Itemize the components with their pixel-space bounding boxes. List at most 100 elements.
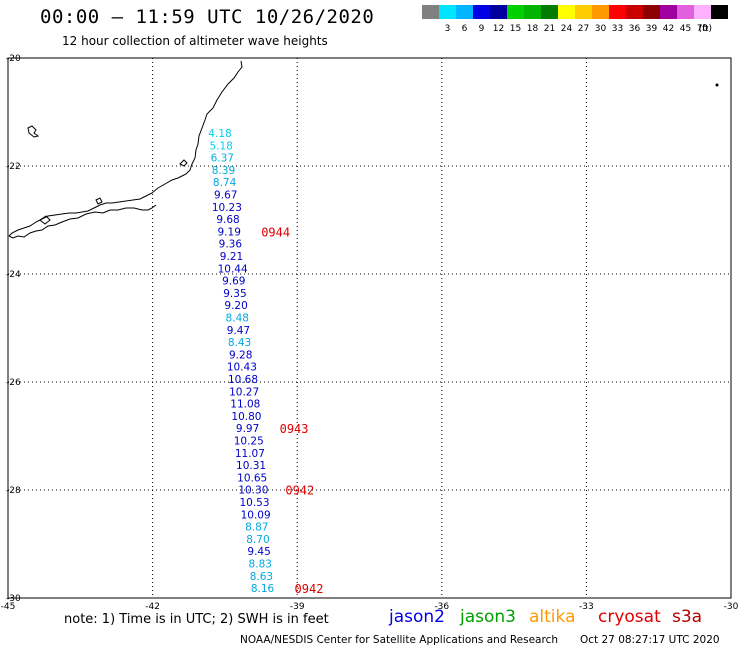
- color-scale-legend: 3 6 9 12 15 18 21 24 27 30 33 36 39 42 45 70(ft): [422, 5, 728, 34]
- wave-height-reading: 9.19: [218, 226, 241, 238]
- legend-swatch: [609, 5, 626, 19]
- legend-swatch: [422, 5, 439, 19]
- lon-tick-label: -33: [579, 602, 594, 610]
- wave-height-reading: 4.18: [208, 128, 231, 140]
- wave-height-reading: 10.53: [239, 497, 269, 509]
- legend-sat-jason2: jason2: [389, 607, 445, 627]
- lon-tick-label: -42: [145, 602, 160, 610]
- wave-height-reading: 8.74: [213, 177, 237, 189]
- track-time-labels: 0944 0943 0942 0942: [261, 225, 323, 596]
- legend-label: 21: [544, 24, 555, 34]
- wave-height-map: -20-22-24-26-28-30-45 -42 -39 -36 -33 -30 4.1…: [1, 54, 739, 610]
- legend-label: 42: [663, 24, 674, 34]
- legend-label: 3: [445, 24, 451, 34]
- lon-tick-label: -30: [724, 602, 739, 610]
- legend-sat-altika: altika: [529, 607, 576, 627]
- legend-swatch: [711, 5, 728, 19]
- wave-height-reading: 10.44: [218, 263, 248, 275]
- wave-height-reading: 9.68: [216, 214, 239, 226]
- legend-swatch: [592, 5, 609, 19]
- wave-height-reading: 9.20: [224, 300, 247, 312]
- wave-height-reading: 10.27: [229, 386, 259, 398]
- wave-height-reading: 8.39: [212, 165, 235, 177]
- legend-swatch: [626, 5, 643, 19]
- coastline-path: [8, 60, 243, 237]
- wave-height-reading: 9.69: [222, 276, 245, 288]
- pass-time-label: 0943: [280, 422, 309, 436]
- legend-label: 39: [646, 24, 658, 34]
- wave-height-reading: 9.35: [223, 288, 246, 300]
- wave-height-reading: 8.43: [228, 337, 251, 349]
- legend-label: 30: [595, 24, 607, 34]
- legend-sat-cryosat: cryosat: [598, 607, 661, 627]
- island: [39, 215, 51, 225]
- legend-swatch: [473, 5, 490, 19]
- coastline: [8, 60, 719, 239]
- lat-tick-label: -20: [6, 54, 21, 64]
- wave-height-reading: 9.97: [236, 423, 259, 435]
- legend-sat-jason3: jason3: [460, 607, 516, 627]
- legend-sat-s3a: s3a: [672, 607, 703, 627]
- wave-height-reading: 10.31: [236, 460, 266, 472]
- island: [179, 159, 188, 167]
- legend-swatch: [541, 5, 558, 19]
- legend-label: 24: [561, 24, 573, 34]
- wave-height-reading: 8.63: [250, 571, 273, 583]
- legend-label: 12: [493, 24, 504, 34]
- legend-swatch: [677, 5, 694, 19]
- footer-note: note: 1) Time is in UTC; 2) SWH is in fe…: [64, 612, 329, 627]
- small-island: [715, 83, 719, 87]
- wave-height-reading: 8.70: [246, 534, 269, 546]
- wave-height-reading: 11.07: [235, 448, 265, 460]
- wave-height-reading: 8.48: [226, 313, 249, 325]
- legend-swatch: [575, 5, 592, 19]
- legend-label: 45: [680, 24, 691, 34]
- wave-height-reading: 9.21: [220, 251, 243, 263]
- map-frame: [7, 57, 732, 599]
- legend-label: 6: [462, 24, 468, 34]
- chart-subtitle: 12 hour collection of altimeter wave hei…: [62, 34, 328, 48]
- legend-swatch: [439, 5, 456, 19]
- lat-tick-label: -26: [6, 378, 21, 388]
- coastline-inlet: [8, 204, 157, 239]
- wave-height-reading: 8.16: [251, 583, 275, 595]
- lat-tick-label: -22: [6, 162, 21, 172]
- wave-height-reading: 8.87: [245, 522, 268, 534]
- legend-swatch: [643, 5, 660, 19]
- lon-tick-label: -39: [290, 602, 305, 610]
- wave-height-reading: 9.47: [227, 325, 250, 337]
- legend-label: 18: [527, 24, 539, 34]
- legend-swatch: [490, 5, 507, 19]
- legend-swatch: [660, 5, 677, 19]
- wave-height-reading: 5.18: [209, 140, 232, 152]
- lat-tick-label: -28: [6, 486, 21, 496]
- wave-height-reading: 10.23: [212, 202, 242, 214]
- legend-swatch: [694, 5, 711, 19]
- legend-label: 33: [612, 24, 623, 34]
- legend-label: 70: [697, 24, 709, 34]
- wave-height-reading: 9.45: [247, 546, 270, 558]
- legend-swatch: [558, 5, 575, 19]
- lon-tick-label: -45: [1, 602, 16, 610]
- legend-swatch: [456, 5, 473, 19]
- wave-height-reading: 11.08: [230, 399, 260, 411]
- wave-height-reading: 10.68: [228, 374, 258, 386]
- wave-height-reading: 10.43: [227, 362, 257, 374]
- legend-swatch: [507, 5, 524, 19]
- legend-label: 15: [510, 24, 521, 34]
- pass-time-label: 0944: [261, 225, 290, 239]
- legend-label: 27: [578, 24, 589, 34]
- wave-height-reading: 6.37: [211, 153, 234, 165]
- wave-height-reading: 10.25: [234, 436, 264, 448]
- lat-tick-label: -30: [6, 594, 21, 604]
- pass-time-label: 0942: [295, 582, 324, 596]
- lon-tick-label: -36: [434, 602, 449, 610]
- legend-swatch: [524, 5, 541, 19]
- chart-title: 00:00 – 11:59 UTC 10/26/2020: [40, 6, 375, 28]
- island: [27, 125, 40, 138]
- wave-height-reading: 10.09: [241, 509, 271, 521]
- wave-height-reading: 9.67: [214, 190, 237, 202]
- credit-line: NOAA/NESDIS Center for Satellite Applica…: [240, 634, 558, 646]
- lat-tick-label: -24: [6, 270, 21, 280]
